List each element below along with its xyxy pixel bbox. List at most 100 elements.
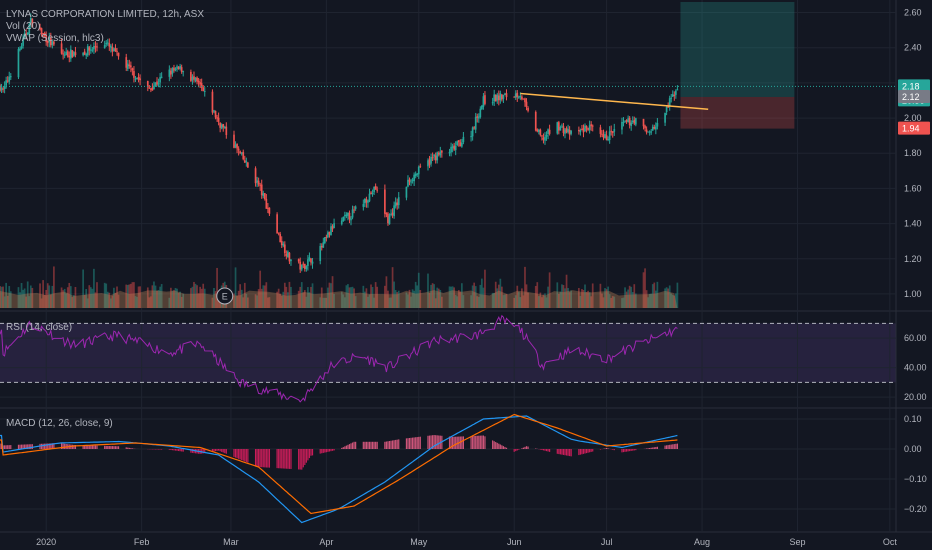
candle-body[interactable]	[146, 81, 149, 88]
candle-body[interactable]	[545, 134, 548, 137]
candle-body[interactable]	[484, 95, 486, 104]
candle-body[interactable]	[303, 263, 306, 269]
candle-body[interactable]	[671, 94, 674, 97]
vwap-legend[interactable]: VWAP (Session, hlc3)	[6, 33, 104, 44]
candle-body[interactable]	[237, 148, 240, 151]
macd-legend[interactable]: MACD (12, 26, close, 9)	[6, 418, 113, 429]
candle-body[interactable]	[390, 213, 392, 216]
candle-body[interactable]	[542, 137, 545, 140]
candle-body[interactable]	[310, 258, 312, 263]
candle-body[interactable]	[413, 174, 415, 182]
candle-body[interactable]	[585, 126, 588, 129]
candle-body[interactable]	[220, 124, 223, 129]
candle-body[interactable]	[328, 231, 331, 235]
candle-body[interactable]	[211, 91, 214, 113]
candle-body[interactable]	[417, 166, 420, 175]
candle-body[interactable]	[69, 49, 72, 59]
candle-body[interactable]	[151, 87, 154, 91]
candle-body[interactable]	[202, 87, 205, 92]
candle-body[interactable]	[367, 200, 369, 203]
candle-body[interactable]	[591, 125, 594, 127]
candle-body[interactable]	[160, 76, 163, 78]
candle-body[interactable]	[384, 189, 386, 214]
candle-body[interactable]	[407, 179, 409, 187]
candle-body[interactable]	[394, 202, 397, 207]
candle-body[interactable]	[157, 83, 160, 85]
candle-body[interactable]	[387, 213, 389, 224]
candle-body[interactable]	[588, 125, 591, 130]
candle-body[interactable]	[350, 218, 352, 221]
candle-body[interactable]	[73, 52, 75, 57]
candle-body[interactable]	[280, 240, 283, 246]
candle-body[interactable]	[0, 87, 3, 91]
candle-body[interactable]	[288, 252, 291, 262]
candle-body[interactable]	[354, 206, 357, 209]
candle-body[interactable]	[277, 232, 280, 234]
candle-body[interactable]	[513, 96, 516, 98]
candle-body[interactable]	[645, 129, 648, 133]
candle-body[interactable]	[117, 52, 120, 57]
candle-body[interactable]	[285, 254, 288, 256]
candle-body[interactable]	[561, 125, 563, 127]
candle-body[interactable]	[525, 101, 528, 107]
candle-body[interactable]	[482, 96, 485, 107]
candle-body[interactable]	[345, 214, 348, 217]
candle-body[interactable]	[240, 152, 243, 154]
candle-body[interactable]	[283, 244, 286, 254]
candle-body[interactable]	[539, 129, 542, 136]
candle-body[interactable]	[31, 18, 34, 28]
candle-body[interactable]	[497, 95, 500, 101]
candle-body[interactable]	[581, 129, 583, 131]
candle-body[interactable]	[43, 33, 46, 36]
candle-body[interactable]	[263, 193, 266, 200]
candle-body[interactable]	[139, 78, 141, 81]
candle-body[interactable]	[371, 192, 374, 194]
candle-body[interactable]	[385, 212, 388, 215]
candle-body[interactable]	[128, 64, 131, 67]
candle-body[interactable]	[365, 199, 368, 203]
candle-body[interactable]	[537, 129, 540, 132]
candle-body[interactable]	[393, 205, 395, 217]
candle-body[interactable]	[287, 251, 289, 257]
target-zone[interactable]	[680, 2, 795, 97]
candle-body[interactable]	[496, 94, 499, 101]
candle-body[interactable]	[653, 127, 656, 129]
candle-body[interactable]	[376, 189, 379, 191]
candle-body[interactable]	[257, 180, 260, 185]
candle-body[interactable]	[20, 46, 23, 49]
candle-body[interactable]	[668, 98, 671, 107]
candle-body[interactable]	[333, 223, 335, 229]
candle-body[interactable]	[17, 49, 20, 78]
candle-body[interactable]	[194, 77, 197, 81]
candle-body[interactable]	[150, 88, 152, 90]
candle-body[interactable]	[177, 67, 180, 70]
candle-body[interactable]	[504, 93, 506, 96]
candle-body[interactable]	[267, 207, 269, 209]
candle-body[interactable]	[548, 129, 551, 134]
candle-body[interactable]	[137, 76, 140, 80]
candle-body[interactable]	[2, 88, 4, 90]
candle-body[interactable]	[93, 46, 95, 50]
candle-body[interactable]	[522, 98, 525, 100]
candle-body[interactable]	[362, 204, 365, 207]
candle-body[interactable]	[331, 226, 334, 230]
trendline[interactable]	[520, 92, 709, 111]
candle-body[interactable]	[557, 122, 560, 131]
candle-body[interactable]	[647, 131, 649, 133]
rsi-legend[interactable]: RSI (14, close)	[6, 322, 73, 333]
candle-body[interactable]	[457, 140, 460, 143]
candle-body[interactable]	[39, 27, 41, 30]
candle-body[interactable]	[675, 90, 677, 95]
candle-body[interactable]	[111, 46, 114, 52]
candle-body[interactable]	[419, 165, 422, 167]
candle-body[interactable]	[505, 93, 508, 98]
candle-body[interactable]	[608, 131, 611, 141]
candle-body[interactable]	[190, 71, 192, 81]
candle-body[interactable]	[433, 154, 435, 157]
candle-body[interactable]	[519, 96, 522, 98]
candle-body[interactable]	[125, 57, 128, 68]
candle-body[interactable]	[408, 179, 411, 182]
candle-body[interactable]	[650, 131, 653, 133]
candle-body[interactable]	[29, 17, 32, 24]
macd-line[interactable]	[0, 415, 678, 524]
